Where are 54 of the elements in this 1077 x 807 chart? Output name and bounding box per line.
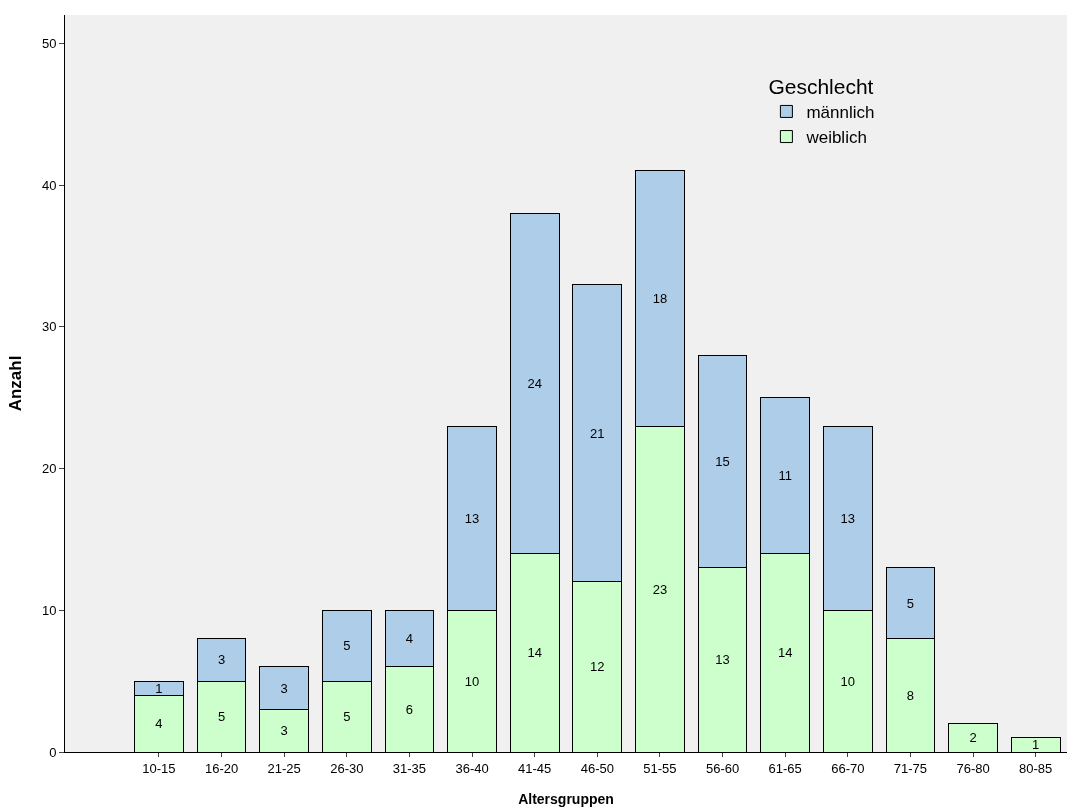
x-tick-label: 80-85 (1019, 760, 1053, 776)
y-axis-title: Anzahl (6, 355, 25, 412)
y-tick-label: 30 (41, 319, 57, 335)
data-label: 2 (969, 730, 977, 746)
data-label: 13 (715, 652, 730, 668)
x-tick-label: 51-55 (643, 760, 677, 776)
data-label: 8 (906, 687, 915, 703)
data-label: 5 (217, 709, 226, 725)
data-label: 24 (527, 376, 542, 391)
legend-label: weiblich (805, 128, 867, 148)
data-label: 11 (778, 468, 792, 484)
y-tick-label: 0 (49, 744, 57, 760)
x-tick-label: 10-15 (142, 760, 176, 776)
data-label: 4 (405, 631, 414, 647)
data-label: 15 (715, 453, 730, 469)
data-label: 5 (343, 638, 351, 654)
legend-title: Geschlecht (768, 74, 874, 98)
x-tick-label: 61-65 (768, 760, 802, 776)
data-label: 1 (155, 680, 163, 696)
x-tick-label: 26-30 (330, 760, 364, 776)
data-label: 18 (652, 290, 668, 306)
x-tick-label: 21-25 (267, 760, 301, 776)
data-label: 3 (280, 680, 288, 696)
x-tick-label: 66-70 (831, 760, 865, 776)
x-tick-label: 56-60 (705, 760, 740, 776)
x-tick-label: 76-80 (956, 760, 990, 776)
x-tick-label: 31-35 (392, 760, 427, 776)
data-label: 3 (217, 652, 226, 668)
y-tick-label: 50 (41, 35, 57, 51)
data-label: 4 (155, 716, 163, 732)
y-tick-label: 40 (41, 177, 57, 193)
x-tick-label: 71-75 (893, 760, 928, 776)
data-label: 1 (1032, 737, 1040, 753)
data-label: 13 (464, 510, 480, 526)
data-label: 14 (527, 645, 542, 661)
x-tick-label: 36-40 (455, 760, 489, 776)
x-axis-title: Altersgruppen (518, 791, 614, 807)
data-label: 3 (280, 723, 288, 739)
data-label: 14 (777, 645, 793, 661)
legend-label: männlich (806, 103, 875, 123)
x-tick-label: 46-50 (580, 760, 614, 776)
y-tick-label: 10 (41, 602, 57, 618)
data-label: 10 (464, 673, 480, 689)
data-label: 5 (343, 709, 351, 725)
data-label: 13 (840, 510, 856, 526)
data-label: 21 (590, 425, 605, 441)
data-label: 10 (840, 673, 856, 689)
data-label: 23 (652, 581, 668, 597)
y-tick-label: 20 (41, 461, 57, 477)
x-tick-label: 41-45 (518, 760, 552, 776)
data-label: 12 (590, 659, 605, 675)
x-tick-label: 16-20 (204, 760, 239, 776)
data-label: 6 (405, 701, 414, 717)
data-label: 5 (906, 595, 915, 611)
